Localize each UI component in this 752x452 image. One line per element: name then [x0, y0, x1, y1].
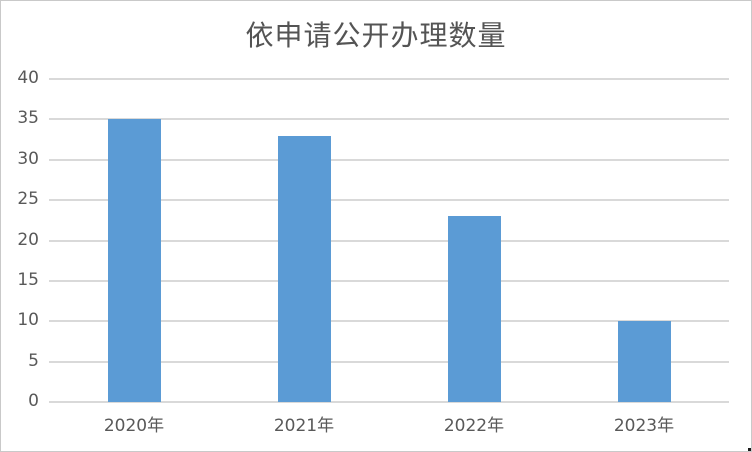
x-axis-label: 2020年 [103, 416, 165, 436]
plot-area [49, 78, 729, 403]
y-axis-tick-label: 20 [17, 229, 39, 250]
y-axis-tick-label: 25 [17, 189, 39, 210]
gridline [49, 279, 729, 282]
y-axis-tick-label: 40 [17, 68, 39, 88]
gridline [49, 118, 729, 121]
gridline [49, 78, 729, 80]
gridline [49, 158, 729, 161]
y-axis-tick-label: 30 [17, 148, 39, 169]
y-axis-tick-label: 5 [28, 350, 39, 371]
bar [107, 119, 161, 402]
bar [447, 216, 501, 402]
gridline [49, 360, 729, 363]
y-axis-tick-label: 10 [17, 310, 39, 331]
x-axis-label: 2022年 [443, 416, 505, 436]
gridline [49, 320, 729, 323]
corner-dot [748, 448, 751, 451]
bar [277, 135, 331, 402]
gridline [49, 239, 729, 242]
x-axis-label: 2023年 [613, 416, 675, 436]
bar [617, 321, 671, 402]
gridline [49, 199, 729, 202]
x-axis-label: 2021年 [273, 416, 335, 436]
y-axis-tick-label: 35 [17, 108, 39, 129]
x-axis-line [49, 401, 729, 403]
y-axis-tick-label: 15 [17, 269, 39, 290]
chart-title: 依申请公开办理数量 [245, 19, 507, 52]
y-axis-tick-label: 0 [28, 391, 39, 411]
